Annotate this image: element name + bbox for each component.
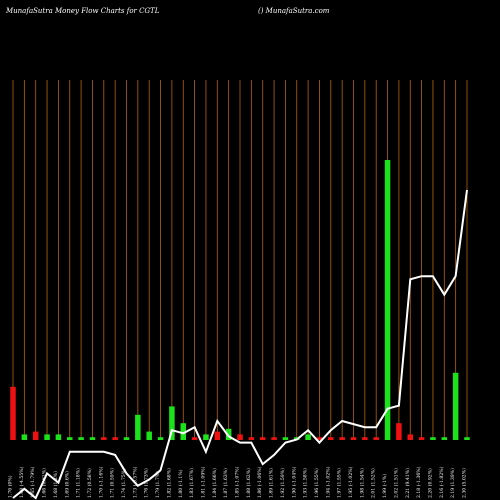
tick-label: 1.66 (0.61%) xyxy=(41,468,48,498)
money-flow-bar xyxy=(305,434,311,440)
chart-title: MunafaSutra Money Flow Charts for CGTL xyxy=(5,7,160,15)
tick-label: 2.02 (1.51%) xyxy=(392,468,399,498)
tick-label: 1.82 (1.68%) xyxy=(165,468,172,498)
money-flow-bar xyxy=(191,437,198,440)
money-flow-bar xyxy=(44,434,50,440)
money-flow-bar xyxy=(203,434,209,440)
money-flow-bar xyxy=(350,437,357,440)
tick-label: 1.71 (1.18%) xyxy=(75,468,82,498)
tick-label: 2.16 (-1.82%) xyxy=(438,466,445,498)
tick-label: 1.80 (-1.1%) xyxy=(177,469,184,498)
money-flow-bar xyxy=(10,386,16,440)
money-flow-bar xyxy=(67,437,73,440)
tick-label: 1.94 (-1.02%) xyxy=(324,466,331,498)
money-flow-bar xyxy=(146,431,152,440)
tick-label: 1.93 (1.58%) xyxy=(302,468,309,498)
tick-label: 1.83 (1.67%) xyxy=(188,468,195,498)
money-flow-bar xyxy=(430,437,436,440)
money-flow-bar xyxy=(237,434,243,440)
money-flow-bar xyxy=(157,437,164,440)
tick-label: 1.98 (1.54%) xyxy=(358,468,365,498)
tick-label: 1.92 (1.59%) xyxy=(279,468,286,498)
tick-label: 1.86 (-1.06%) xyxy=(256,466,263,498)
site-credit: () MunafaSutra.com xyxy=(258,7,330,15)
money-flow-bar xyxy=(123,437,130,440)
price-line xyxy=(12,189,468,500)
money-flow-bar xyxy=(225,428,232,440)
money-flow-bar xyxy=(271,437,277,440)
money-flow-bar xyxy=(101,437,107,440)
money-flow-bar xyxy=(135,414,141,440)
money-flow-bar xyxy=(339,437,345,440)
money-flow-bar xyxy=(362,437,368,440)
money-flow-bar xyxy=(21,434,28,440)
tick-label: 1.95 (-1.02%) xyxy=(347,466,354,498)
tick-label: 1.71 (0.59%) xyxy=(109,468,116,498)
tick-label: 1.69 (0.6%) xyxy=(63,471,70,498)
tick-label: 1.85 (-1.07%) xyxy=(234,466,241,498)
money-flow-bar xyxy=(452,372,459,440)
tick-label: 1.65 (-1.79%) xyxy=(29,466,36,498)
tick-label: 1.87 (1.63%) xyxy=(222,468,229,498)
tick-label: 1.84 (1.66%) xyxy=(211,468,218,498)
tick-label: 1.88 (1.62%) xyxy=(245,468,252,498)
tick-label: 1.73 (-0.57%) xyxy=(131,466,138,498)
money-flow-bar xyxy=(328,437,334,440)
tick-label: 1.97 (1.55%) xyxy=(336,468,343,498)
tick-label: 1.76 (1.73%) xyxy=(143,468,150,498)
money-flow-bar xyxy=(248,437,255,440)
money-flow-bar xyxy=(89,437,96,440)
tick-label: 2.01 (1.52%) xyxy=(370,468,377,498)
tick-label: 1.99 (-1%) xyxy=(381,474,388,498)
money-flow-bar xyxy=(112,437,118,440)
x-axis-tick-labels: 1.76 (0%) 1.68 (-4.55%) 1.65 (-1.79%) 1.66 … xyxy=(7,466,468,498)
tick-label: 1.68 (-4.55%) xyxy=(18,466,25,498)
tick-label: 2.18 (-1.36%) xyxy=(415,466,422,498)
tick-label: 1.74 (1.75%) xyxy=(120,468,127,498)
money-flow-bars xyxy=(10,160,470,440)
tick-label: 2.20 (0.92%) xyxy=(426,468,433,498)
money-flow-bar xyxy=(316,437,323,440)
money-flow-bar xyxy=(396,423,402,440)
money-flow-bar xyxy=(464,437,470,440)
money-flow-bar xyxy=(418,437,425,440)
tick-label: 1.79 (1.7%) xyxy=(154,471,161,498)
tick-label: 1.70 (-1.16%) xyxy=(97,466,104,498)
tick-label: 2.30 (5.02%) xyxy=(461,468,468,498)
tick-label: 2.19 (1.39%) xyxy=(449,468,456,498)
tick-label: 2.21 (9.41%) xyxy=(404,468,411,498)
money-flow-bar xyxy=(32,431,39,440)
money-flow-bar xyxy=(407,434,413,440)
money-flow-bar xyxy=(214,431,221,440)
tick-label: 1.76 (0%) xyxy=(7,475,14,498)
money-flow-bar xyxy=(282,437,289,440)
money-flow-bar xyxy=(441,437,448,440)
tick-label: 1.90 (-1.04%) xyxy=(290,466,297,498)
tick-label: 1.89 (1.61%) xyxy=(268,468,275,498)
tick-label: 1.68 (1.2%) xyxy=(52,471,59,498)
money-flow-bar xyxy=(259,437,266,440)
tick-label: 1.72 (0.58%) xyxy=(86,468,93,498)
money-flow-bar xyxy=(55,434,62,440)
money-flow-bar xyxy=(180,423,186,440)
money-flow-bar xyxy=(384,160,391,440)
vertical-gridlines xyxy=(12,80,468,440)
money-flow-bar xyxy=(169,406,175,440)
money-flow-bar xyxy=(78,437,84,440)
money-flow-bar xyxy=(373,437,379,440)
tick-label: 1.81 (-1.09%) xyxy=(199,466,206,498)
tick-label: 1.96 (1.55%) xyxy=(313,468,320,498)
